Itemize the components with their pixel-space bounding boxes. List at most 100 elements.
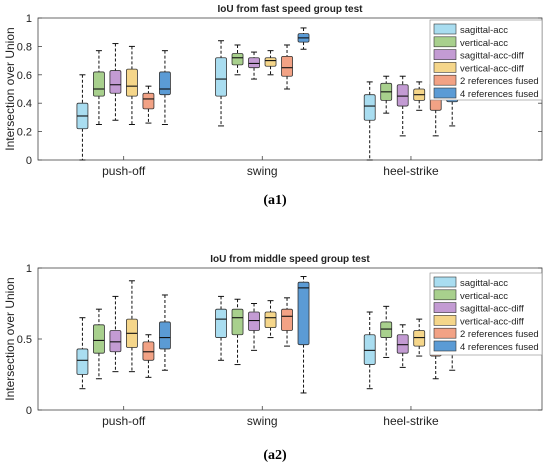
- legend: sagittal-acc vertical-acc sagittal-acc-dif…: [429, 19, 543, 101]
- legend-swatch: [433, 49, 457, 60]
- y-axis-label: Intersection over Union: [3, 277, 17, 400]
- chart-panel-2: IoU from middle speed group test 0 0.5 1 Int…: [3, 254, 543, 428]
- box-vertical-acc-push-off: [93, 50, 105, 125]
- y-tick-label: 0.8: [17, 41, 32, 53]
- box-sagittal-acc-push-off: [76, 317, 89, 390]
- box-2-references-fused-push-off: [142, 85, 155, 124]
- y-tick-label: 1: [26, 13, 32, 25]
- legend-swatch: [433, 327, 457, 339]
- caption-a1: (a1): [263, 193, 287, 208]
- legend-swatch: [433, 74, 457, 86]
- legend-label: vertical-acc-diff: [460, 316, 524, 327]
- box-iqr: [396, 84, 409, 107]
- box-iqr: [215, 57, 227, 97]
- box-4-references-fused-swing: [297, 27, 310, 50]
- box-vertical-acc-swing: [231, 298, 244, 366]
- box-iqr: [126, 68, 138, 97]
- box-iqr: [76, 348, 89, 375]
- box-vertical-acc-swing: [231, 44, 244, 76]
- box-4-references-fused-swing: [297, 276, 310, 394]
- legend-swatch: [433, 340, 457, 352]
- box-sagittal-acc-diff-heel-strike: [396, 324, 409, 368]
- chart-panel-1: IoU from fast speed group test 0 0.2 0.4 0.6…: [3, 4, 543, 178]
- legend-label: 2 references fused: [460, 76, 539, 87]
- x-tick-label: push-off: [102, 164, 146, 178]
- legend-label: 4 references fused: [460, 89, 539, 100]
- box-sagittal-acc-diff-push-off: [109, 43, 122, 121]
- box-vertical-acc-heel-strike: [380, 75, 393, 114]
- box-iqr: [109, 330, 122, 353]
- box-iqr: [396, 334, 409, 354]
- box-iqr: [281, 55, 293, 77]
- legend-label: sagittal-acc: [460, 25, 508, 36]
- box-iqr: [159, 71, 171, 96]
- legend-label: vertical-acc-diff: [460, 63, 524, 74]
- box-iqr: [281, 308, 293, 331]
- x-tick-label: swing: [247, 164, 278, 178]
- box-sagittal-acc-heel-strike: [363, 311, 376, 390]
- box-2-references-fused-push-off: [142, 334, 155, 378]
- box-sagittal-acc-diff-swing: [248, 51, 260, 80]
- box-sagittal-acc-swing: [215, 40, 227, 127]
- box-sagittal-acc-swing: [215, 295, 227, 361]
- x-tick-label: heel-strike: [383, 164, 439, 178]
- y-tick-label: 0.6: [17, 70, 32, 82]
- box-iqr: [380, 321, 393, 338]
- box-iqr: [413, 330, 426, 347]
- box-iqr: [297, 281, 310, 346]
- box-iqr: [363, 94, 376, 121]
- box-vertical-acc-diff-swing: [264, 50, 277, 76]
- legend-label: 4 references fused: [460, 342, 539, 353]
- legend-label: 2 references fused: [460, 329, 539, 340]
- x-tick-label: swing: [247, 414, 278, 428]
- box-vertical-acc-heel-strike: [380, 305, 393, 358]
- box-vertical-acc-push-off: [93, 308, 105, 380]
- box-vertical-acc-diff-push-off: [126, 280, 138, 373]
- x-tick-label: heel-strike: [383, 414, 439, 428]
- y-tick-label: 0.2: [17, 127, 32, 139]
- box-iqr: [215, 308, 227, 338]
- box-vertical-acc-diff-push-off: [126, 45, 138, 125]
- box-iqr: [264, 311, 277, 329]
- legend-swatch: [433, 62, 457, 73]
- y-tick-label: 1: [26, 263, 32, 275]
- legend-label: sagittal-acc-diff: [460, 304, 524, 315]
- box-iqr: [264, 57, 277, 67]
- box-sagittal-acc-push-off: [76, 74, 89, 161]
- legend-label: sagittal-acc-diff: [460, 51, 524, 62]
- box-iqr: [248, 311, 260, 331]
- box-vertical-acc-diff-heel-strike: [413, 81, 426, 111]
- legend-swatch: [433, 36, 457, 48]
- legend-swatch: [433, 315, 457, 326]
- box-iqr: [93, 324, 105, 354]
- y-tick-label: 0: [26, 405, 32, 417]
- x-tick-label: push-off: [102, 414, 146, 428]
- legend-label: vertical-acc: [460, 291, 508, 302]
- box-iqr: [231, 53, 244, 66]
- box-iqr: [142, 92, 155, 110]
- y-tick-label: 0.5: [17, 334, 32, 346]
- box-vertical-acc-diff-swing: [264, 300, 277, 339]
- box-2-references-fused-swing: [281, 297, 293, 347]
- y-tick-label: 0: [26, 155, 32, 167]
- box-sagittal-acc-heel-strike: [363, 81, 376, 161]
- y-tick-label: 0.4: [17, 98, 32, 110]
- box-sagittal-acc-diff-push-off: [109, 295, 122, 373]
- legend-swatch: [433, 302, 457, 313]
- box-iqr: [93, 71, 105, 97]
- box-iqr: [142, 341, 155, 361]
- legend-swatch: [433, 289, 457, 301]
- caption-a2: (a2): [263, 448, 287, 463]
- box-iqr: [109, 70, 122, 94]
- box-sagittal-acc-diff-swing: [248, 303, 260, 351]
- box-iqr: [231, 308, 244, 336]
- box-sagittal-acc-diff-heel-strike: [396, 75, 409, 137]
- chart-title: IoU from middle speed group test: [210, 254, 370, 265]
- box-2-references-fused-swing: [281, 44, 293, 90]
- box-iqr: [363, 334, 376, 365]
- y-axis-label: Intersection over Union: [3, 27, 17, 150]
- legend-swatch: [433, 87, 457, 99]
- chart-title: IoU from fast speed group test: [217, 4, 363, 15]
- legend: sagittal-acc vertical-acc sagittal-acc-dif…: [429, 272, 543, 356]
